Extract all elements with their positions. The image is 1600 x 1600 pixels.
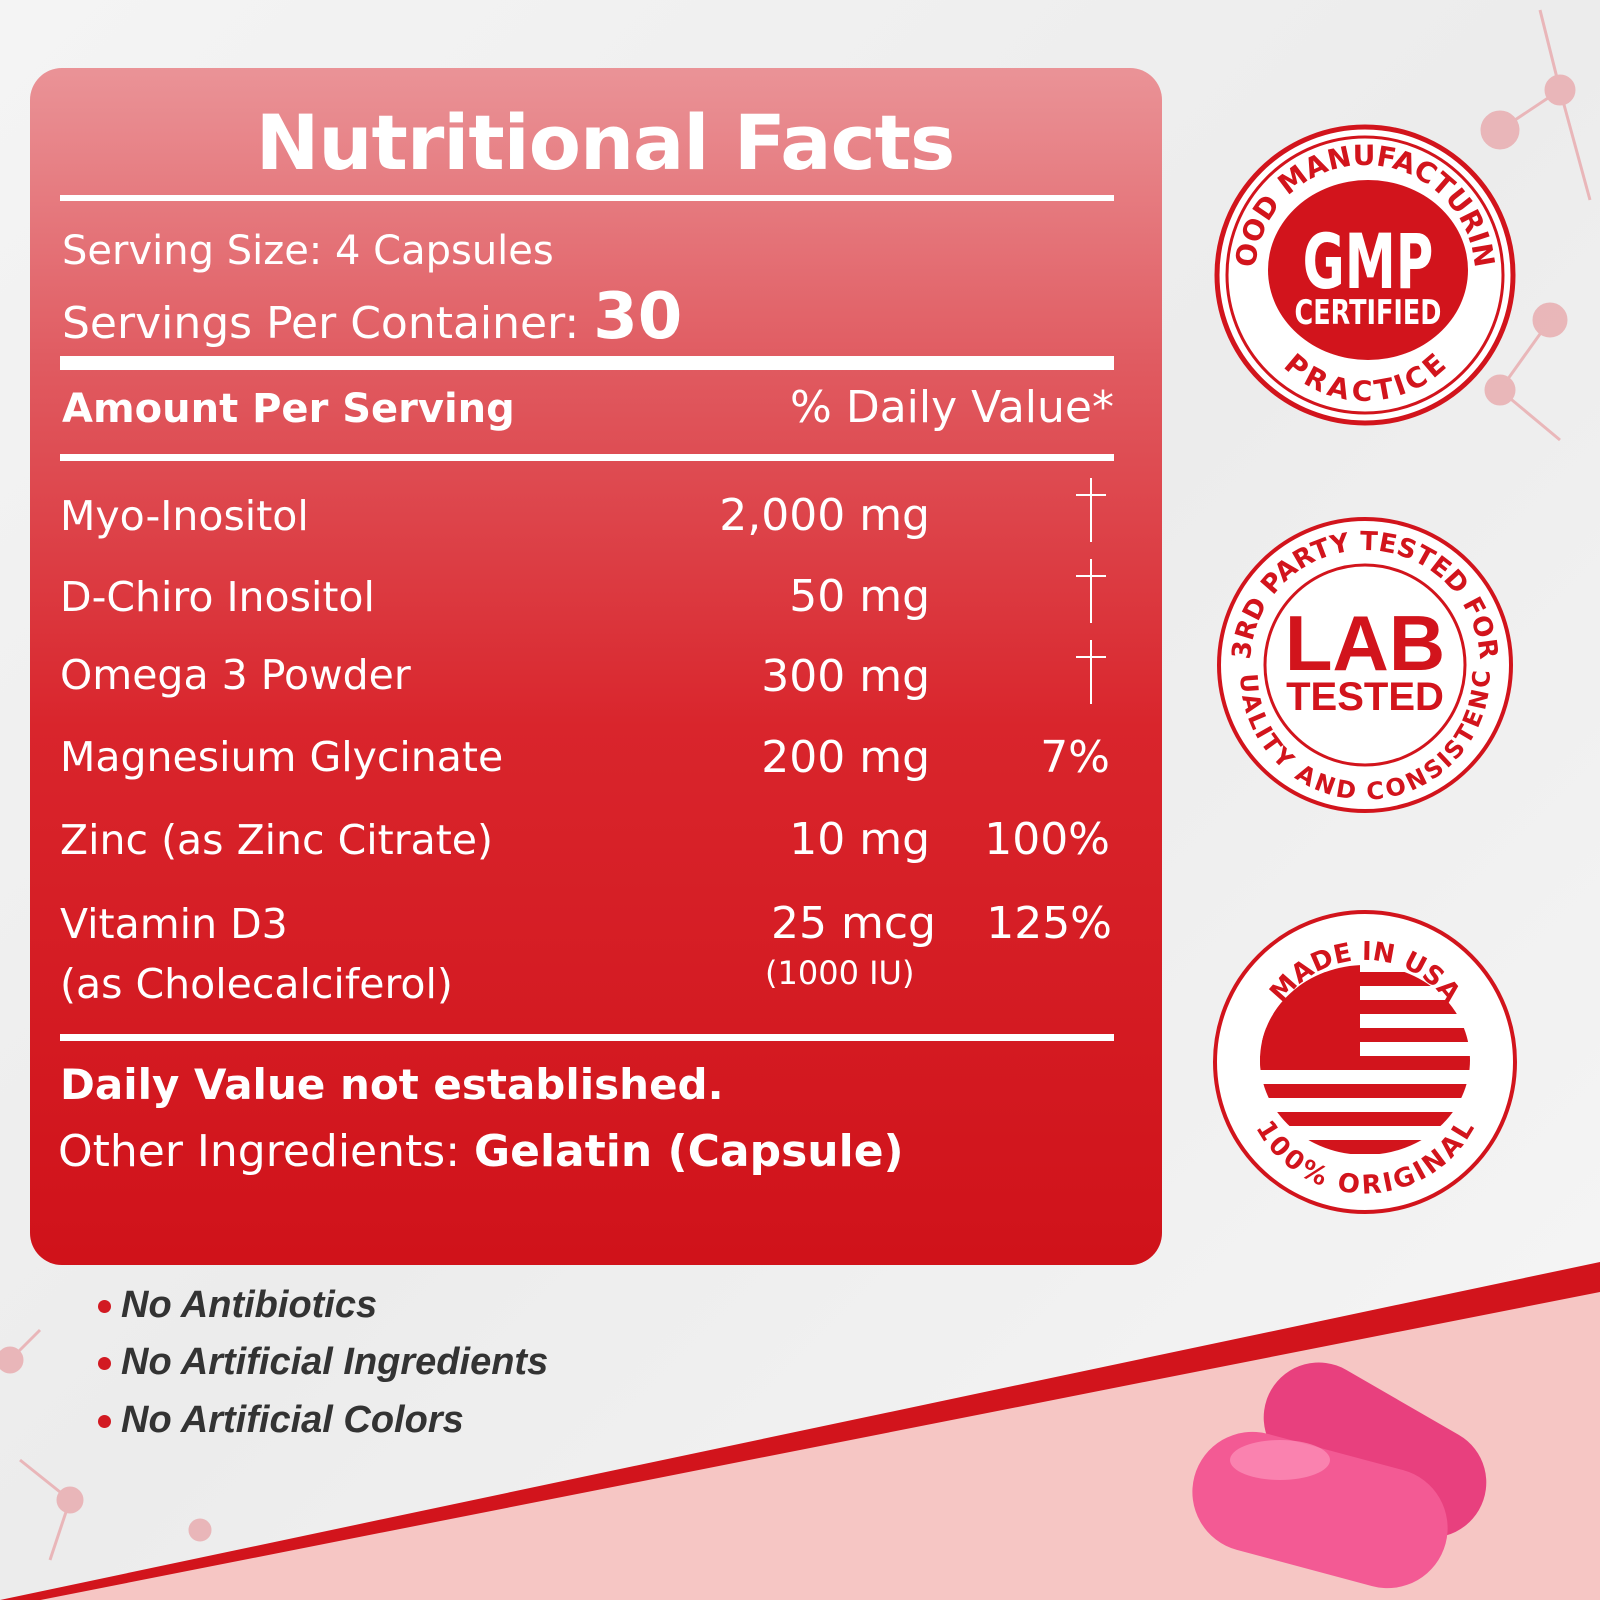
row-name-sub: (as Cholecalciferol) — [60, 960, 453, 1008]
row-amount: 25 mcg — [771, 898, 936, 949]
bullet-item: No Artificial Colors — [98, 1399, 464, 1442]
svg-text:CERTIFIED: CERTIFIED — [1295, 293, 1442, 333]
row-name: Vitamin D3 — [60, 900, 288, 948]
row-name: Myo-Inositol — [60, 492, 309, 540]
row-amount: 200 mg — [761, 732, 930, 783]
bullet-item: No Antibiotics — [98, 1284, 377, 1327]
svg-text:GMP: GMP — [1303, 218, 1434, 306]
row-dv: 7% — [1040, 732, 1110, 783]
bullet-item: No Artificial Ingredients — [98, 1341, 548, 1384]
row-name: Omega 3 Powder — [60, 651, 411, 699]
row-amount: 2,000 mg — [719, 490, 930, 541]
panel-title: Nutritional Facts — [255, 98, 955, 187]
divider — [60, 356, 1114, 370]
lab-tested-badge: 3RD PARTY TESTED FOR QUALITY AND CONSIST… — [1210, 515, 1513, 813]
divider — [60, 195, 1114, 201]
amount-header: Amount Per Serving — [62, 386, 515, 432]
dagger-icon — [1076, 478, 1106, 542]
molecule-decoration — [0, 9, 1592, 1561]
row-name: Zinc — [60, 816, 149, 864]
gmp-certified-badge: GOOD MANUFACTURING PRACTICE GMP CERTIFIE… — [1210, 120, 1516, 426]
made-in-usa-badge: MADE IN USA 100% ORIGINAL — [1213, 910, 1517, 1214]
dagger-icon — [1076, 559, 1106, 623]
row-amount: 300 mg — [761, 651, 930, 702]
dagger-icon — [1076, 640, 1106, 704]
row-name: Magnesium Glycinate — [60, 733, 504, 781]
svg-text:LAB: LAB — [1285, 599, 1445, 687]
other-label: Other Ingredients: — [58, 1126, 461, 1177]
other-value: Gelatin (Capsule) — [474, 1126, 904, 1177]
dv-header: % Daily Value* — [790, 382, 1114, 433]
row-name: D-Chiro Inositol — [60, 573, 375, 621]
row-name-sub: (as Zinc Citrate) — [161, 816, 493, 864]
row-dv: 125% — [986, 898, 1112, 949]
row-dv: 100% — [984, 814, 1110, 865]
svg-text:TESTED: TESTED — [1286, 675, 1444, 719]
row-amount: 50 mg — [789, 571, 930, 622]
footnote: Daily Value not established. — [60, 1060, 724, 1109]
capsule-image — [1192, 1362, 1487, 1589]
servings-label: Servings Per Container: — [62, 298, 580, 349]
other-ingredients: Other Ingredients: Gelatin (Capsule) — [58, 1126, 904, 1177]
divider — [60, 454, 1114, 461]
servings-value: 30 — [593, 280, 683, 354]
row-amount: 10 mg — [789, 814, 930, 865]
row-amount-sub: (1000 IU) — [765, 954, 915, 992]
nutrition-facts-panel: Nutritional Facts Serving Size: 4 Capsul… — [30, 68, 1162, 1265]
servings-per-container: Servings Per Container: 30 — [62, 280, 682, 354]
serving-size: Serving Size: 4 Capsules — [62, 228, 554, 274]
divider — [60, 1034, 1114, 1041]
